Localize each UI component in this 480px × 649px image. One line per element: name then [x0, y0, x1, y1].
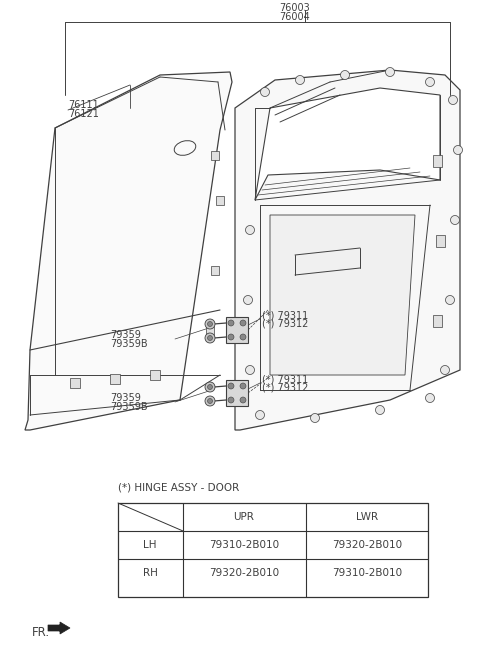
Circle shape — [451, 215, 459, 225]
Bar — [150, 370, 160, 380]
Circle shape — [441, 365, 449, 374]
Text: 79320-2B010: 79320-2B010 — [332, 540, 402, 550]
Circle shape — [245, 365, 254, 374]
Circle shape — [243, 295, 252, 304]
Polygon shape — [25, 72, 232, 430]
Circle shape — [240, 334, 246, 340]
Circle shape — [228, 334, 234, 340]
Bar — [226, 317, 248, 343]
Circle shape — [205, 333, 215, 343]
Text: 79320-2B010: 79320-2B010 — [209, 568, 279, 578]
Text: LWR: LWR — [356, 512, 378, 522]
Circle shape — [228, 397, 234, 403]
Circle shape — [207, 336, 213, 341]
Circle shape — [385, 67, 395, 77]
Bar — [433, 155, 442, 167]
Text: (*) 79312: (*) 79312 — [262, 319, 308, 329]
Polygon shape — [48, 622, 70, 634]
Text: FR.: FR. — [32, 626, 50, 639]
Bar — [211, 151, 219, 160]
Polygon shape — [235, 70, 460, 430]
Circle shape — [454, 145, 463, 154]
Circle shape — [311, 413, 320, 422]
Bar — [110, 374, 120, 384]
Text: 79310-2B010: 79310-2B010 — [209, 540, 279, 550]
Polygon shape — [270, 215, 415, 375]
Circle shape — [228, 320, 234, 326]
Text: 79359B: 79359B — [110, 402, 148, 412]
Circle shape — [240, 383, 246, 389]
Text: (*) 79311: (*) 79311 — [262, 374, 308, 384]
Circle shape — [205, 319, 215, 329]
Circle shape — [205, 382, 215, 392]
Circle shape — [261, 88, 269, 97]
Text: UPR: UPR — [234, 512, 254, 522]
Circle shape — [207, 384, 213, 389]
Circle shape — [207, 398, 213, 404]
Circle shape — [340, 71, 349, 79]
Bar — [433, 315, 442, 327]
Bar — [206, 326, 214, 335]
Text: (*) 79311: (*) 79311 — [262, 310, 308, 320]
Circle shape — [255, 411, 264, 419]
Circle shape — [375, 406, 384, 415]
Bar — [226, 380, 248, 406]
Text: 76111: 76111 — [68, 100, 99, 110]
Text: 76003: 76003 — [280, 3, 311, 13]
Circle shape — [205, 396, 215, 406]
Bar — [216, 196, 224, 205]
Circle shape — [240, 320, 246, 326]
Circle shape — [240, 397, 246, 403]
Bar — [118, 503, 428, 597]
Text: LH: LH — [143, 540, 157, 550]
Bar — [436, 235, 445, 247]
Text: RH: RH — [143, 568, 157, 578]
Circle shape — [445, 295, 455, 304]
Circle shape — [448, 95, 457, 104]
Text: 79359: 79359 — [110, 393, 141, 403]
Bar — [211, 266, 219, 275]
Circle shape — [425, 77, 434, 86]
Text: 79310-2B010: 79310-2B010 — [332, 568, 402, 578]
Bar — [70, 378, 80, 388]
Circle shape — [296, 75, 304, 84]
Text: 76004: 76004 — [280, 12, 311, 22]
Text: 79359B: 79359B — [110, 339, 148, 349]
Text: (*) 79312: (*) 79312 — [262, 383, 308, 393]
Text: 79359: 79359 — [110, 330, 141, 340]
Polygon shape — [255, 88, 440, 200]
Circle shape — [228, 383, 234, 389]
Circle shape — [207, 321, 213, 326]
Text: 76121: 76121 — [68, 109, 99, 119]
Text: (*) HINGE ASSY - DOOR: (*) HINGE ASSY - DOOR — [118, 483, 239, 493]
Circle shape — [425, 393, 434, 402]
Circle shape — [245, 225, 254, 234]
